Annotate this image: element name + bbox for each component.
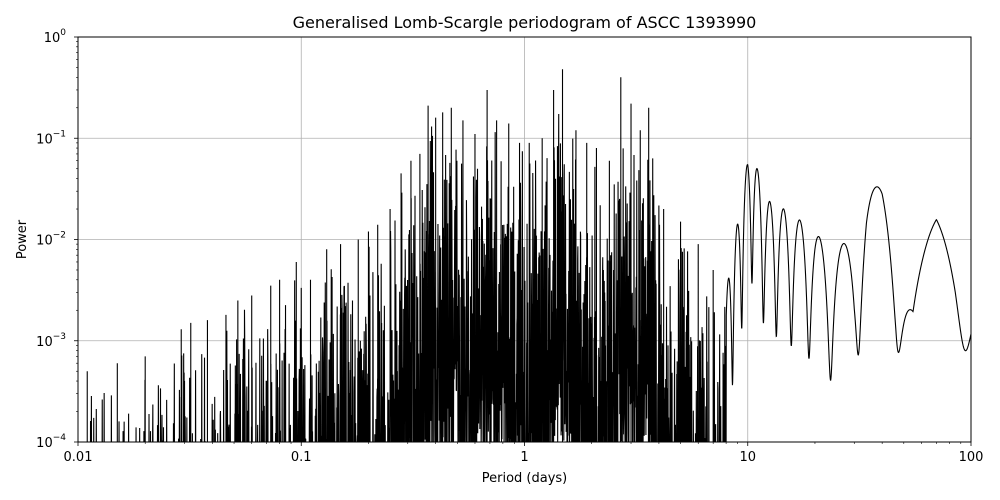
x-tick-label: 10 [739, 450, 756, 465]
y-tick-exponent: −3 [53, 332, 66, 342]
y-tick-label: 10−1 [36, 129, 66, 147]
y-tick-label: 10−3 [36, 332, 66, 350]
x-axis-label: Period (days) [482, 471, 568, 486]
y-tick-base: 10 [36, 436, 53, 451]
x-tick-label: 0.01 [64, 450, 93, 465]
series-layer [86, 69, 971, 442]
y-tick-label: 10−4 [36, 433, 66, 451]
y-tick-base: 10 [36, 335, 53, 350]
x-tick-label: 100 [959, 450, 984, 465]
y-tick-exponent: −4 [53, 433, 67, 443]
y-tick-exponent: 0 [60, 28, 66, 38]
x-tick-label: 0.1 [291, 450, 312, 465]
y-tick-label: 100 [44, 28, 67, 46]
y-axis-label: Power [15, 219, 30, 259]
chart-title: Generalised Lomb-Scargle periodogram of … [293, 13, 757, 32]
y-tick-base: 10 [44, 31, 61, 46]
y-tick-base: 10 [36, 234, 53, 249]
y-tick-exponent: −1 [53, 129, 66, 139]
periodogram-series-line [86, 69, 971, 442]
y-tick-exponent: −2 [53, 231, 66, 241]
y-tick-label: 10−2 [36, 231, 66, 249]
y-tick-base: 10 [36, 132, 53, 147]
x-tick-label: 1 [520, 450, 528, 465]
